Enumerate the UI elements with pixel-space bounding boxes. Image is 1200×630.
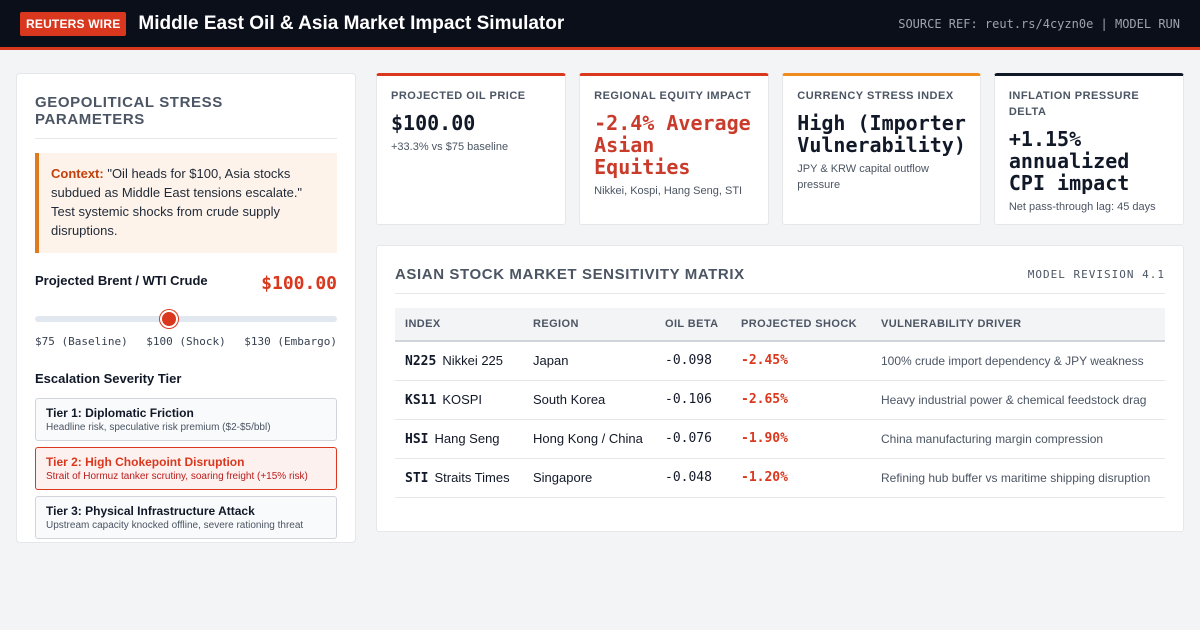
table-row: HSI Hang Seng Hong Kong / China -0.076 -1… (395, 419, 1165, 459)
card-subtext: Net pass-through lag: 45 days (1008, 201, 1156, 213)
tier-title: Tier 2: High Chokepoint Disruption (46, 455, 245, 469)
index-name: KOSPI (442, 391, 483, 407)
inflation-card: INFLATION PRESSURE DELTA +1.15% annualiz… (993, 73, 1184, 225)
model-revision: MODEL REVISION 4.1 (1027, 268, 1165, 281)
stress-parameters-panel: GEOPOLITICAL STRESS PARAMETERS Context: … (16, 73, 356, 543)
projected-shock-cell: -2.65% (731, 380, 871, 420)
table-row: STI Straits Times Singapore -0.048 -1.20%… (395, 458, 1165, 498)
crude-price-slider[interactable] (35, 310, 337, 328)
matrix-title: ASIAN STOCK MARKET SENSITIVITY MATRIX (395, 266, 745, 283)
tier-description: Strait of Hormuz tanker scrutiny, soarin… (46, 471, 308, 482)
index-code: KS11 (405, 392, 437, 408)
table-header-row: INDEX REGION OIL BETA PROJECTED SHOCK VU… (395, 308, 1165, 342)
context-text: "Oil heads for $100, Asia stocks subdued… (51, 166, 303, 238)
currency-stress-card: CURRENCY STRESS INDEX High (Importer Vul… (782, 73, 981, 225)
driver-cell: China manufacturing margin compression (871, 419, 1165, 459)
context-label: Context: (51, 166, 104, 181)
sensitivity-matrix-panel: ASIAN STOCK MARKET SENSITIVITY MATRIX MO… (376, 245, 1184, 532)
slider-header: Projected Brent / WTI Crude $100.00 (35, 273, 337, 294)
index-cell: HSI Hang Seng (395, 419, 523, 459)
card-title: PROJECTED OIL PRICE (391, 90, 526, 102)
card-value: +1.15% annualized CPI impact (1008, 127, 1130, 195)
index-cell: N225 Nikkei 225 (395, 341, 523, 381)
slider-value: $100.00 (261, 273, 337, 294)
tier-option-1[interactable]: Tier 1: Diplomatic Friction Headline ris… (35, 398, 337, 441)
tier-description: Headline risk, speculative risk premium … (46, 422, 271, 433)
slider-label: Projected Brent / WTI Crude (35, 273, 208, 288)
tier-option-2[interactable]: Tier 2: High Chokepoint Disruption Strai… (35, 447, 337, 490)
tier-heading: Escalation Severity Tier (35, 371, 182, 386)
card-subtext: +33.3% vs $75 baseline (391, 141, 509, 153)
summary-cards: PROJECTED OIL PRICE $100.00 +33.3% vs $7… (376, 73, 1184, 225)
tier-description: Upstream capacity knocked offline, sever… (46, 520, 304, 531)
index-cell: STI Straits Times (395, 458, 523, 498)
column-header: REGION (523, 308, 655, 342)
oil-beta-cell: -0.106 (655, 380, 731, 420)
card-value: -2.4% Average Asian Equities (594, 111, 751, 179)
table-row: N225 Nikkei 225 Japan -0.098 -2.45% 100% … (395, 341, 1165, 381)
oil-beta-cell: -0.048 (655, 458, 731, 498)
context-callout: Context: "Oil heads for $100, Asia stock… (35, 153, 337, 253)
projected-shock-cell: -1.20% (731, 458, 871, 498)
tick-label: $130 (Embargo) (244, 335, 337, 348)
card-value: High (Importer Vulnerability) (797, 111, 966, 157)
column-header: VULNERABILITY DRIVER (871, 308, 1165, 342)
oil-beta-cell: -0.076 (655, 419, 731, 459)
region-cell: Japan (523, 341, 655, 381)
slider-ticks: $75 (Baseline) $100 (Shock) $130 (Embarg… (35, 335, 337, 348)
tick-label: $100 (Shock) (146, 335, 226, 348)
column-header: PROJECTED SHOCK (731, 308, 871, 342)
card-title: CURRENCY STRESS INDEX (797, 90, 954, 102)
column-header: OIL BETA (655, 308, 731, 342)
matrix-header: ASIAN STOCK MARKET SENSITIVITY MATRIX MO… (395, 266, 1165, 294)
card-value: $100.00 (391, 111, 476, 135)
tier-title: Tier 1: Diplomatic Friction (46, 406, 194, 420)
projected-shock-cell: -2.45% (731, 341, 871, 381)
tier-option-3[interactable]: Tier 3: Physical Infrastructure Attack U… (35, 496, 337, 539)
sensitivity-table: INDEX REGION OIL BETA PROJECTED SHOCK VU… (395, 308, 1165, 498)
slider-thumb[interactable] (160, 310, 179, 328)
index-name: Straits Times (434, 469, 510, 485)
driver-cell: Heavy industrial power & chemical feedst… (871, 380, 1165, 420)
index-code: N225 (405, 353, 437, 369)
equity-impact-card: REGIONAL EQUITY IMPACT -2.4% Average Asi… (579, 73, 770, 225)
oil-beta-cell: -0.098 (655, 341, 731, 381)
panel-title: GEOPOLITICAL STRESS PARAMETERS (35, 94, 337, 139)
region-cell: Singapore (523, 458, 655, 498)
card-subtext: Nikkei, Kospi, Hang Seng, STI (594, 185, 743, 197)
card-subtext: JPY & KRW capital outflow pressure (797, 163, 929, 191)
driver-cell: Refining hub buffer vs maritime shipping… (871, 458, 1165, 498)
table-row: KS11 KOSPI South Korea -0.106 -2.65% Heav… (395, 380, 1165, 420)
source-ref: SOURCE REF: reut.rs/4cyzn0e | MODEL RUN (898, 16, 1180, 31)
top-bar: REUTERS WIRE Middle East Oil & Asia Mark… (0, 0, 1200, 50)
tick-label: $75 (Baseline) (35, 335, 128, 348)
card-title: REGIONAL EQUITY IMPACT (594, 90, 752, 102)
driver-cell: 100% crude import dependency & JPY weakn… (871, 341, 1165, 381)
card-title: INFLATION PRESSURE DELTA (1008, 90, 1140, 118)
app-title: Middle East Oil & Asia Market Impact Sim… (138, 12, 565, 34)
index-code: HSI (405, 431, 429, 447)
oil-price-card: PROJECTED OIL PRICE $100.00 +33.3% vs $7… (376, 73, 567, 225)
tier-title: Tier 3: Physical Infrastructure Attack (46, 504, 255, 518)
region-cell: Hong Kong / China (523, 419, 655, 459)
index-code: STI (405, 470, 429, 486)
projected-shock-cell: -1.90% (731, 419, 871, 459)
region-cell: South Korea (523, 380, 655, 420)
column-header: INDEX (395, 308, 523, 342)
brand-badge: REUTERS WIRE (20, 11, 127, 36)
index-name: Nikkei 225 (442, 352, 504, 368)
index-cell: KS11 KOSPI (395, 380, 523, 420)
index-name: Hang Seng (434, 430, 500, 446)
